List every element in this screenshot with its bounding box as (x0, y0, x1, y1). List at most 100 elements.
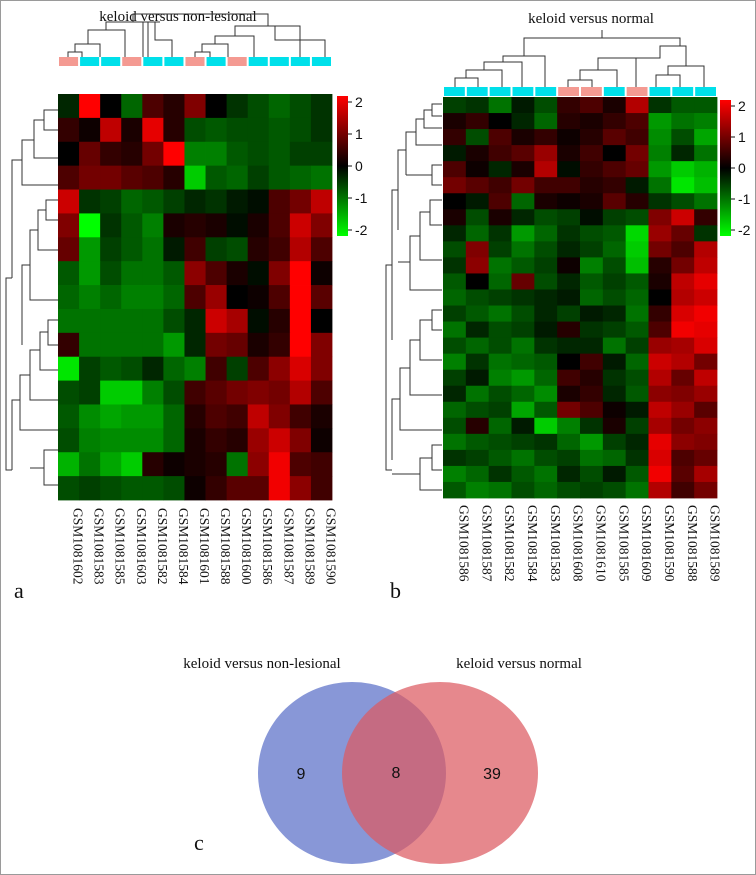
heat-cell (79, 213, 101, 238)
heat-cell (247, 141, 270, 167)
heat-cell (268, 308, 291, 334)
heat-cell (205, 380, 228, 405)
heat-cell (557, 273, 581, 290)
heat-cell (205, 428, 228, 453)
heat-cell (511, 97, 535, 114)
group-swatch-other (558, 87, 579, 96)
heat-cell (163, 332, 185, 358)
heat-cell (694, 353, 718, 371)
heat-cell (289, 117, 312, 143)
venn-right-circle (342, 682, 538, 864)
venn-right-label: keloid versus normal (456, 656, 582, 672)
heat-cell (79, 452, 101, 477)
heat-cell (488, 337, 512, 355)
group-swatch-keloid (512, 87, 534, 96)
heat-cell (142, 117, 164, 143)
heat-cell (648, 209, 672, 226)
heat-cell (534, 305, 558, 322)
heat-cell (625, 257, 649, 274)
heat-cell (79, 237, 101, 262)
heat-cell (648, 305, 672, 322)
legend-tick-label: 2 (738, 98, 746, 114)
heat-cell (465, 145, 490, 162)
heat-cell (580, 337, 604, 355)
group-swatch-keloid (444, 87, 465, 96)
column-label: GSM1081582 (155, 508, 170, 585)
heat-cell (247, 117, 270, 143)
heat-cell (443, 337, 467, 355)
heat-cell (534, 145, 558, 162)
heat-cell (465, 241, 490, 258)
heat-cell (625, 369, 649, 387)
heat-cell (289, 141, 312, 167)
heat-cell (694, 161, 718, 178)
heat-cell (443, 369, 467, 387)
heat-cell (247, 165, 270, 190)
heat-cell (648, 129, 672, 146)
legend-tick-label: 2 (355, 94, 363, 110)
heat-cell (602, 449, 627, 467)
heat-cell (310, 117, 333, 143)
heat-cell (310, 237, 333, 262)
heat-cell (121, 452, 143, 477)
group-swatch-keloid (695, 87, 716, 96)
heat-cell (511, 337, 535, 355)
heat-cell (580, 433, 604, 451)
heat-cell (100, 476, 122, 501)
heat-cell (511, 321, 535, 338)
heat-cell (247, 285, 270, 310)
heat-cell (184, 404, 206, 429)
heat-cell (580, 481, 604, 499)
heat-cell (142, 404, 164, 429)
heat-cell (289, 213, 312, 238)
heat-cell (511, 289, 535, 306)
column-label: GSM1081600 (239, 508, 254, 585)
heat-cell (488, 353, 512, 371)
heat-cell (488, 433, 512, 451)
heat-cell (648, 369, 672, 387)
legend-tick-label: 0 (738, 160, 746, 176)
heat-cell (648, 385, 672, 403)
heat-cell (557, 465, 581, 483)
heat-cell (671, 385, 695, 403)
heat-cell (184, 356, 206, 381)
heat-cell (142, 428, 164, 453)
heat-cell (465, 337, 490, 355)
heat-cell (184, 452, 206, 477)
heat-cell (121, 189, 143, 214)
heat-cell (289, 428, 312, 453)
heat-cell (648, 353, 672, 371)
heat-cell (511, 241, 535, 258)
heat-cell (534, 273, 558, 290)
heat-cell (205, 285, 228, 310)
heat-cell (163, 165, 185, 190)
group-swatch-keloid (603, 87, 625, 96)
heatmap-a-title: keloid versus non-lesional (99, 9, 256, 25)
heat-cell (648, 113, 672, 130)
heat-cell (79, 141, 101, 167)
heat-cell (557, 321, 581, 338)
heat-cell (184, 117, 206, 143)
heat-cell (557, 209, 581, 226)
heat-cell (557, 337, 581, 355)
heat-cell (488, 113, 512, 130)
legend-tick-label: 1 (355, 126, 363, 142)
heat-cell (671, 129, 695, 146)
heat-cell (289, 476, 312, 501)
heat-cell (268, 332, 291, 358)
heat-cell (694, 257, 718, 274)
heat-cell (671, 241, 695, 258)
heat-cell (58, 476, 80, 501)
heat-cell (163, 380, 185, 405)
legend-color-bar (337, 96, 348, 236)
group-swatch-keloid (489, 87, 511, 96)
heat-cell (58, 404, 80, 429)
group-swatch-keloid (649, 87, 671, 96)
heatmap-a-color-legend: 2 1 0 -1 -2 (337, 94, 368, 238)
column-label: GSM1081589 (708, 505, 723, 582)
heat-cell (121, 332, 143, 358)
heat-cell (79, 476, 101, 501)
heat-cell (648, 449, 672, 467)
heat-cell (205, 404, 228, 429)
heat-cell (163, 261, 185, 286)
